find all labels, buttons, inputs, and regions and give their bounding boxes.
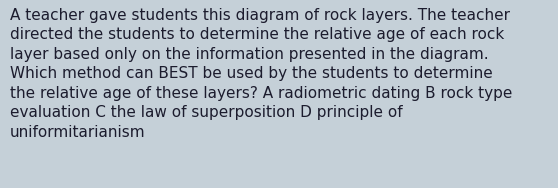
Text: A teacher gave students this diagram of rock layers. The teacher
directed the st: A teacher gave students this diagram of … xyxy=(10,8,512,140)
